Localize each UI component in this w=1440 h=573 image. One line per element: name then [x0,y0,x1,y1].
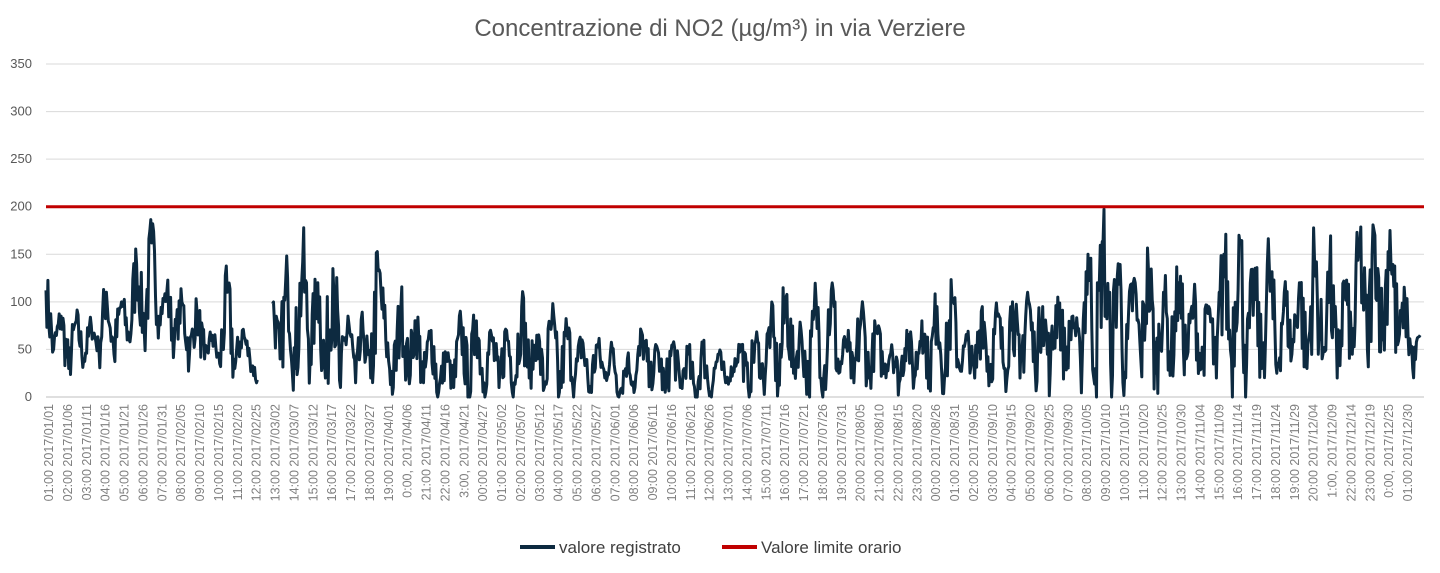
x-tick-label: 17:00 2017/03/22 [344,404,358,501]
x-tick-label: 01:00 2017/08/31 [948,404,962,501]
x-tick-label: 21:00 2017/04/11 [420,404,434,500]
x-tick-label: 1:00, 2017/12/09 [1326,404,1340,498]
x-tick-label: 23:00 2017/12/19 [1363,404,1377,501]
x-tick-label: 18:00 2017/07/26 [816,404,830,501]
x-tick-label: 13:00 2017/10/30 [1175,404,1189,501]
legend-label-valore-registrato: valore registrato [559,538,681,557]
legend: valore registrato Valore limite orario [520,538,901,557]
x-tick-label: 00:00 2017/04/27 [476,404,490,501]
x-tick-label: 01:00 2017/05/02 [495,404,509,501]
x-tick-label: 10:00 2017/06/16 [665,404,679,501]
x-tick-label: 02:00 2017/05/07 [514,404,528,501]
x-tick-label: 3:00, 2017/04/21 [457,404,471,498]
y-tick-label: 50 [18,341,32,356]
x-tick-label: 18:00 2017/11/24 [1269,404,1283,500]
series-valore-registrato [44,207,1422,399]
x-tick-label: 20:00 2017/12/04 [1307,404,1321,501]
x-tick-label: 05:00 2017/09/20 [1024,404,1038,501]
y-tick-label: 200 [10,199,32,214]
x-tick-label: 06:00 2017/09/25 [1042,404,1056,501]
x-tick-label: 19:00 2017/11/29 [1288,404,1302,500]
x-tick-label: 08:00 2017/06/06 [627,404,641,501]
x-tick-label: 16:00 2017/11/14 [1231,404,1245,500]
x-tick-label: 14:00 2017/03/07 [287,404,301,501]
x-tick-label: 15:00 2017/11/09 [1212,404,1226,500]
x-tick-label: 04:00 2017/05/17 [552,404,566,501]
y-tick-label: 350 [10,56,32,71]
x-tick-label: 19:00 2017/04/01 [382,404,396,501]
x-tick-label: 21:00 2017/08/10 [873,404,887,501]
x-tick-label: 06:00 2017/01/26 [136,404,150,501]
x-tick-label: 23:00 2017/08/20 [910,404,924,501]
x-tick-label: 0:00, 2017/04/06 [401,404,415,498]
x-tick-label: 03:00 2017/01/11 [80,404,94,500]
x-tick-label: 10:00 2017/02/15 [212,404,226,501]
x-tick-label: 11:00 2017/06/21 [684,404,698,500]
x-tick-label: 19:00 2017/07/31 [835,404,849,501]
y-tick-label: 250 [10,151,32,166]
x-tick-label: 12:00 2017/02/25 [250,404,264,501]
x-tick-label: 01:00 2017/01/01 [42,404,56,501]
x-tick-label: 13:00 2017/07/01 [722,404,736,501]
x-tick-label: 22:00 2017/04/16 [438,404,452,501]
x-tick-label: 09:00 2017/10/10 [1099,404,1113,501]
x-tick-label: 12:00 2017/06/26 [703,404,717,501]
x-tick-label: 06:00 2017/05/27 [589,404,603,501]
x-tick-label: 05:00 2017/05/22 [571,404,585,501]
chart-title: Concentrazione di NO2 (µg/m³) in via Ver… [474,15,965,42]
x-tick-label: 17:00 2017/11/19 [1250,404,1264,500]
x-tick-label: 05:00 2017/01/21 [118,404,132,501]
x-tick-label: 15:00 2017/03/12 [306,404,320,501]
series-layer [44,205,1424,399]
x-tick-label: 11:00 2017/02/20 [231,404,245,500]
x-tick-label: 07:00 2017/01/31 [155,404,169,501]
x-tick-label: 02:00 2017/01/06 [61,404,75,501]
x-tick-label: 04:00 2017/01/16 [99,404,113,501]
x-tick-label: 07:00 2017/09/30 [1061,404,1075,501]
legend-label-valore-limite: Valore limite orario [761,538,901,557]
y-tick-label: 300 [10,104,32,119]
x-tick-label: 11:00 2017/10/20 [1137,404,1151,500]
x-tick-label: 14:00 2017/11/04 [1193,404,1207,500]
x-tick-label: 12:00 2017/10/25 [1156,404,1170,501]
y-tick-label: 100 [10,294,32,309]
x-tick-label: 14:00 2017/07/06 [740,404,754,501]
y-axis: 0 50 100 150 200 250 300 350 [10,56,32,404]
x-axis: 01:00 2017/01/01 02:00 2017/01/06 03:00 20… [42,404,1415,501]
x-tick-label: 04:00 2017/09/15 [1005,404,1019,501]
x-tick-label: 02:00 2017/09/05 [967,404,981,501]
x-tick-label: 08:00 2017/02/05 [174,404,188,501]
x-tick-label: 03:00 2017/05/12 [533,404,547,501]
x-tick-label: 22:00 2017/12/14 [1344,404,1358,501]
x-tick-label: 18:00 2017/03/27 [363,404,377,501]
x-tick-label: 17:00 2017/07/21 [797,404,811,501]
y-tick-label: 0 [25,389,32,404]
x-tick-label: 15:00 2017/07/11 [759,404,773,500]
x-tick-label: 20:00 2017/08/05 [854,404,868,501]
x-tick-label: 09:00 2017/06/11 [646,404,660,500]
x-tick-label: 08:00 2017/10/05 [1080,404,1094,501]
x-tick-label: 22:00 2017/08/15 [891,404,905,501]
x-tick-label: 03:00 2017/09/10 [986,404,1000,501]
x-tick-label: 10:00 2017/10/15 [1118,404,1132,501]
x-tick-label: 09:00 2017/02/10 [193,404,207,501]
x-tick-label: 16:00 2017/07/16 [778,404,792,501]
x-tick-label: 13:00 2017/03/02 [269,404,283,501]
x-tick-label: 16:00 2017/03/17 [325,404,339,501]
x-tick-label: 07:00 2017/06/01 [608,404,622,501]
x-tick-label: 01:00 2017/12/30 [1401,404,1415,501]
x-tick-label: 00:00 2017/08/26 [929,404,943,501]
x-tick-label: 0:00, 2017/12/25 [1382,404,1396,498]
y-tick-label: 150 [10,246,32,261]
